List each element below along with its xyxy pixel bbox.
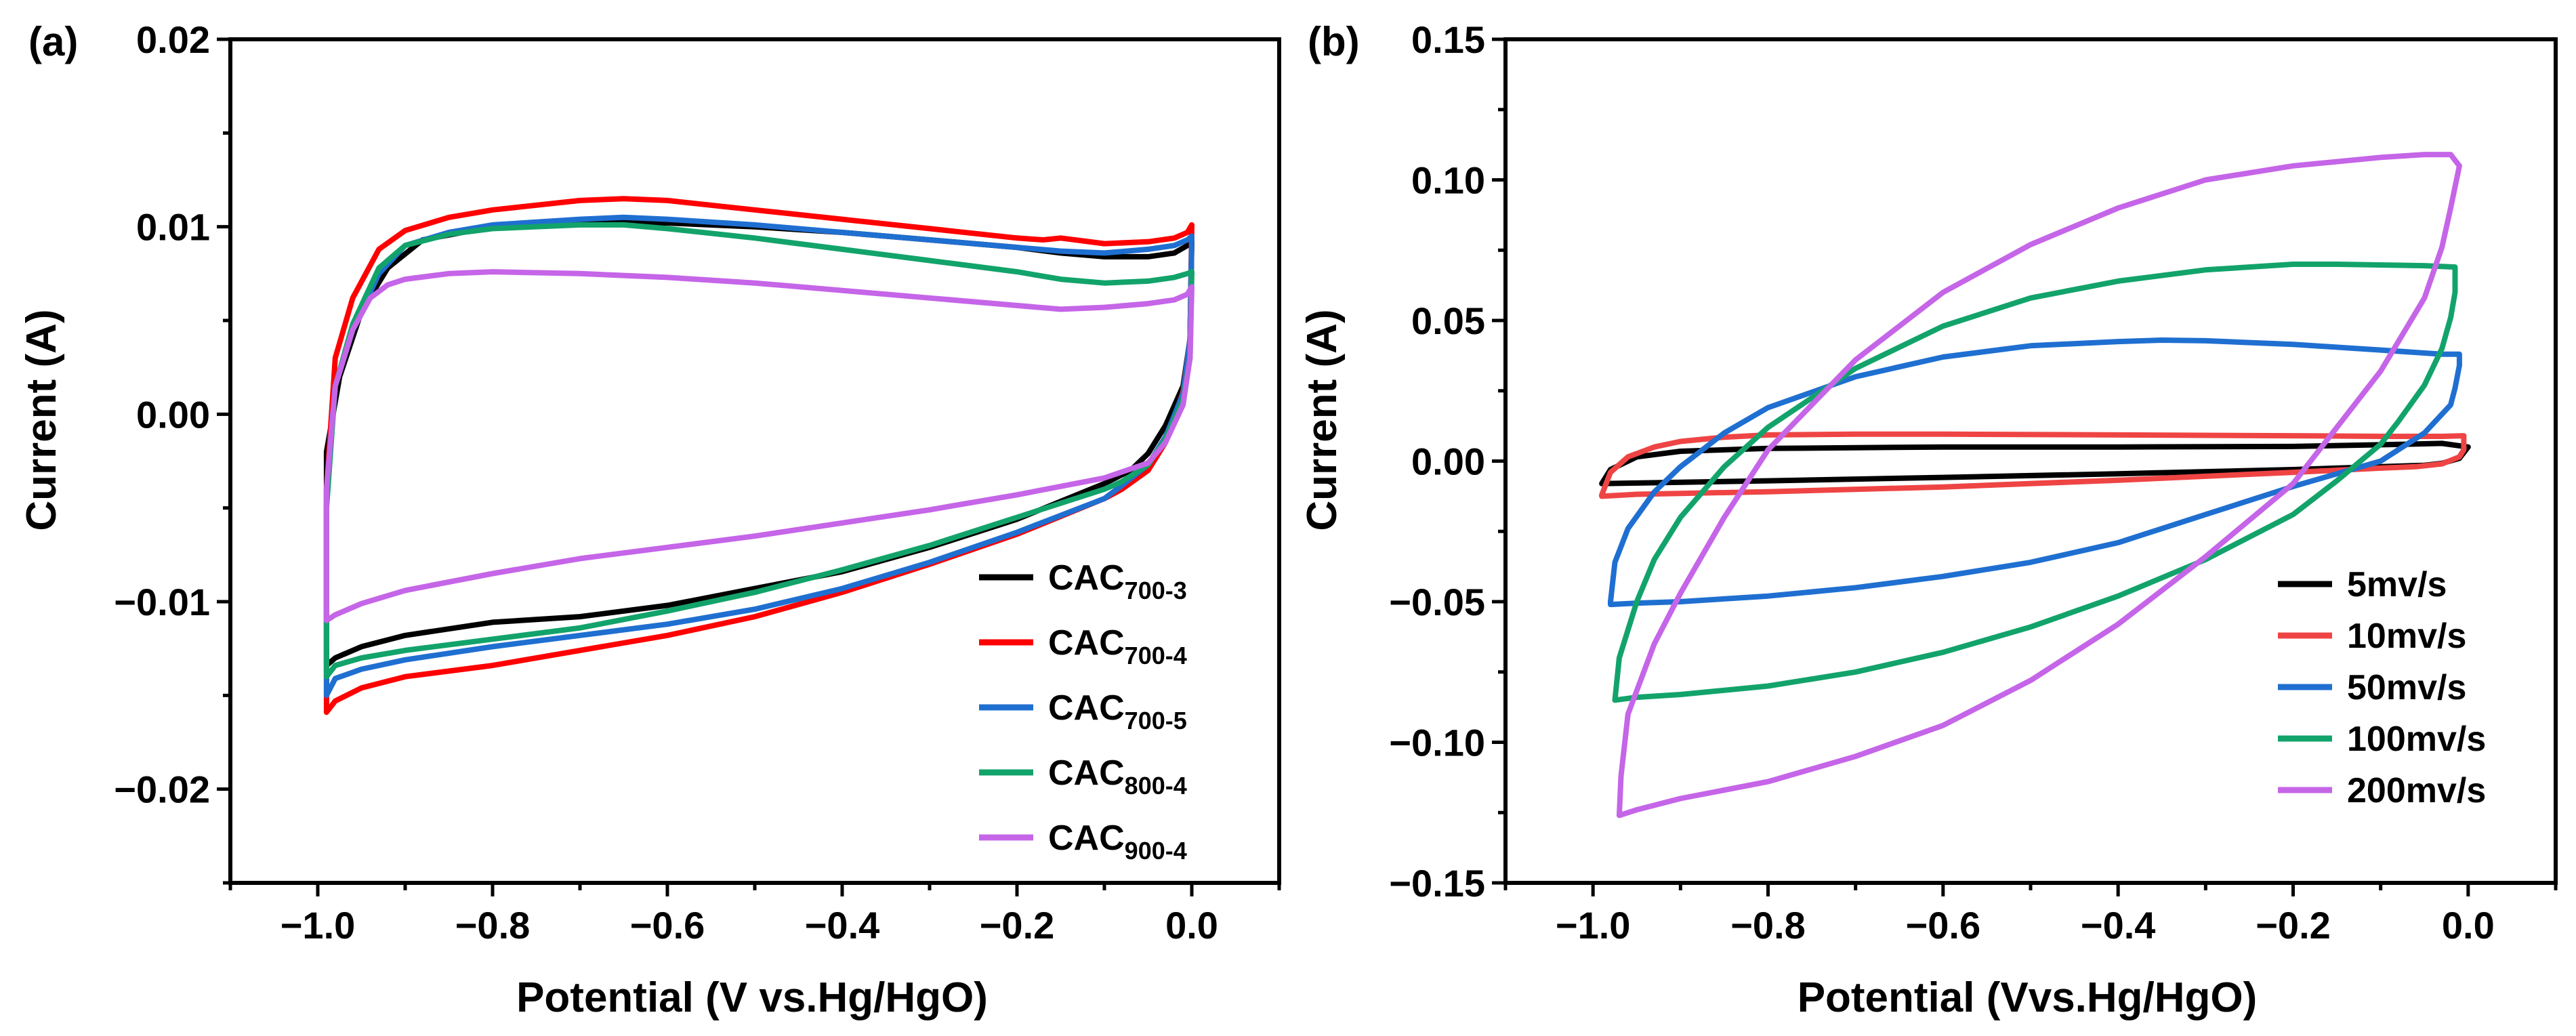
panel-a-legend-label: CAC700-5 [1048, 688, 1187, 734]
panel-a-series-group [323, 196, 1194, 716]
panel-a-y-tick-label: 0.00 [136, 393, 210, 436]
panel-b-label: (b) [1308, 19, 1360, 64]
panel-a-legend-label: CAC900-4 [1048, 819, 1187, 865]
panel-b-plot-area: −1.0 −0.8 −0.6 −0.4 −0.2 0.0 0.15 0.10 0.05 0.00 −… [1389, 18, 2558, 947]
panel-a-chart: (a) −1.0 −0.8 −0.6 −0.4 −0.2 0.00.020.010.00−… [18, 18, 1281, 1021]
panel-b-y-tick-label: −0.10 [1389, 722, 1485, 764]
panel-b-y-tick-label: −0.15 [1389, 862, 1485, 905]
panel-b-x-axis-title: Potential (Vvs.Hg/HgO) [1798, 974, 2258, 1021]
panel-a-series-line-cac800-4 [323, 222, 1194, 680]
panel-b-y-tick-label: −0.05 [1389, 581, 1485, 623]
panel-b-series-line-100mv-s [1612, 262, 2458, 703]
panel-a-x-tick-label: −0.6 [630, 904, 705, 947]
panel-b-legend: 5mv/s 10mv/s 50mv/s 100mv/s 200mv/s [2278, 565, 2486, 810]
panel-a-plot-area: −1.0 −0.8 −0.6 −0.4 −0.2 0.0 0.02 0.01 0.00 −0.01… [114, 18, 1281, 947]
panel-a-legend-label: CAC800-4 [1048, 753, 1187, 800]
panel-a-y-axis-title: Current (A) [18, 309, 65, 531]
panel-a-x-axis-title: Potential (V vs.Hg/HgO) [516, 974, 988, 1021]
panel-a-x-tick-label: −0.8 [455, 904, 531, 947]
panel-b-x-tick-label: −0.8 [1730, 904, 1806, 947]
panel-a-legend-label: CAC700-3 [1048, 558, 1187, 604]
panel-a-x-tick-label: 0.0 [1165, 904, 1218, 947]
panel-a-series-line-cac700-5 [323, 214, 1194, 699]
panel-b-legend-label: 10mv/s [2347, 617, 2466, 656]
panel-b-legend-label: 100mv/s [2347, 720, 2486, 759]
panel-a-series-line-cac700-4 [323, 196, 1194, 716]
panel-b-x-tick-label: −0.4 [2081, 904, 2156, 947]
panel-a-label: (a) [28, 19, 78, 64]
panel-b-y-tick-label: 0.15 [1411, 18, 1485, 61]
panel-a-legend-label: CAC700-4 [1048, 623, 1187, 669]
panel-b-x-tick-label: −1.0 [1556, 904, 1631, 947]
panel-a-series-line-cac900-4 [323, 269, 1194, 623]
panel-b-legend-label: 200mv/s [2347, 771, 2486, 810]
panel-b-x-tick-label: −0.2 [2256, 904, 2331, 947]
panel-b-chart: (b) −1.0 −0.8 −0.6 −0.4 −0.2 0.0 0.15 0.10 0.05 0… [1299, 18, 2558, 1021]
panel-a-x-tick-label: −1.0 [281, 904, 356, 947]
panel-b-x-tick-label: 0.0 [2442, 904, 2495, 947]
panel-b-series-line-10mv-s [1599, 431, 2467, 499]
panel-b-series-group [1599, 152, 2471, 819]
panel-a-x-tick-label: −0.2 [980, 904, 1055, 947]
panel-a-series-line-cac700-3 [323, 218, 1194, 669]
panel-b-series-line-50mv-s [1608, 337, 2462, 608]
panel-a-y-tick-label: 0.01 [136, 206, 210, 249]
panel-b-legend-label: 50mv/s [2347, 668, 2466, 707]
panel-b-y-axis-title: Current (A) [1299, 309, 1346, 531]
panel-b-y-tick-label: 0.05 [1411, 299, 1485, 342]
panel-b-y-tick-label: 0.10 [1411, 159, 1485, 202]
panel-a-y-tick-label: −0.01 [114, 581, 210, 623]
panel-b-series-line-200mv-s [1616, 152, 2462, 819]
panel-a-y-tick-label: 0.02 [136, 18, 210, 61]
panel-a-x-tick-label: −0.4 [805, 904, 880, 947]
panel-a-legend: CAC700-3 CAC700-4 CAC700-5 CAC800-4 CAC900-4 [979, 558, 1187, 865]
panel-a-y-tick-label: −0.02 [114, 768, 210, 811]
panel-b-series-line-5mv-s [1599, 440, 2471, 486]
panel-b-y-tick-label: 0.00 [1411, 440, 1485, 483]
panel-b-legend-label: 5mv/s [2347, 565, 2447, 604]
panel-b-x-tick-label: −0.6 [1906, 904, 1981, 947]
